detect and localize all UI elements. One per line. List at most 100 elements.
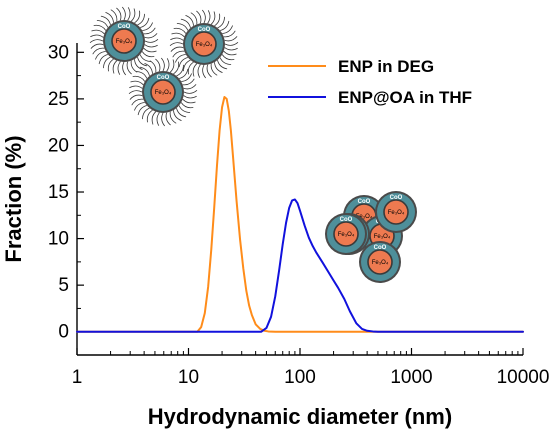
ligand-chain xyxy=(201,9,206,24)
ligand-chain xyxy=(121,6,126,21)
oleic-acid-nanoparticle: CoO Fe₃O₄ xyxy=(89,6,159,76)
ligand-chain xyxy=(134,10,141,24)
core-label: Fe₃O₄ xyxy=(196,42,213,48)
ligand-chain xyxy=(92,47,105,55)
ligand-chain xyxy=(165,112,171,126)
ligand-chain xyxy=(134,102,145,111)
ligand-chain xyxy=(202,64,207,79)
ligand-chain xyxy=(122,61,127,76)
ligand-chain xyxy=(139,54,152,62)
ligand-chain xyxy=(96,20,109,28)
shell-label: CoO xyxy=(390,195,403,201)
ligand-chain xyxy=(176,64,184,77)
ligand-chain xyxy=(210,63,218,76)
ligand-chain xyxy=(160,57,165,72)
legend: ENP in DEG ENP@OA in THF xyxy=(268,57,472,107)
ligand-chain xyxy=(103,56,111,69)
ligand-chain xyxy=(169,111,177,124)
ligand-chain xyxy=(197,64,201,78)
ligand-chain xyxy=(183,84,197,90)
legend-label-enp-oa-thf: ENP@OA in THF xyxy=(338,88,472,107)
ligand-chain xyxy=(178,105,191,113)
ligand-chain xyxy=(173,110,182,121)
ligand-chain xyxy=(90,43,104,49)
ligand-chain xyxy=(98,54,109,65)
ligand-chain xyxy=(176,23,189,31)
ligand-chain xyxy=(221,54,235,61)
ligand-chain xyxy=(224,41,239,46)
ligand-chain xyxy=(142,22,153,31)
core-label: Fe₃O₄ xyxy=(372,260,389,266)
ligand-chain xyxy=(222,25,233,34)
oleic-acid-nanoparticle: CoO Fe₃O₄ xyxy=(169,9,239,79)
ligand-chain xyxy=(129,85,143,89)
ligand-chain xyxy=(130,80,144,86)
legend-label-enp-deg: ENP in DEG xyxy=(338,57,434,76)
core-label: Fe₃O₄ xyxy=(374,234,391,240)
y-tick-label: 0 xyxy=(58,322,69,343)
series-line-1 xyxy=(76,198,524,333)
ligand-chain xyxy=(224,47,238,51)
ligand-chain xyxy=(169,59,175,73)
ligand-chain xyxy=(173,27,187,34)
ligand-chain xyxy=(137,105,148,116)
ligand-chain xyxy=(100,15,111,26)
ligand-chain xyxy=(132,75,146,82)
ligand-chain xyxy=(170,46,184,52)
shell-label: CoO xyxy=(358,199,371,205)
ligand-chain xyxy=(128,90,143,95)
ligand-chain xyxy=(206,64,212,78)
y-tick-label: 5 xyxy=(58,275,69,296)
ligand-chain xyxy=(207,10,211,24)
ligand-chain xyxy=(130,60,138,73)
bare-nanoparticle-cluster-illustration: CoOFe₃O₄CoOFe₃O₄CoOFe₃O₄CoOFe₃O₄CoOFe₃O₄… xyxy=(324,190,418,284)
ligand-chain xyxy=(223,30,236,38)
ligand-chain xyxy=(117,61,121,75)
ligand-chain xyxy=(90,34,104,38)
shell-label: CoO xyxy=(198,27,211,33)
ligand-chain xyxy=(91,29,105,35)
y-tick-label: 25 xyxy=(48,89,69,110)
y-tick-label: 15 xyxy=(48,182,69,203)
ligand-chain xyxy=(144,38,159,43)
ligand-chain xyxy=(112,60,118,74)
y-axis-title: Fraction (%) xyxy=(1,135,26,262)
ligand-chain xyxy=(110,9,118,22)
ligand-chain xyxy=(89,39,104,44)
ligand-chain xyxy=(219,20,230,31)
x-axis-title: Hydrodynamic diameter (nm) xyxy=(148,404,452,429)
ligand-chain xyxy=(173,61,180,75)
ligand-chain xyxy=(169,42,184,47)
ligand-chain xyxy=(131,98,144,106)
ligand-chain xyxy=(144,33,158,39)
ligand-chain xyxy=(144,44,158,48)
shell-label: CoO xyxy=(118,24,131,30)
core-label: Fe₃O₄ xyxy=(155,90,172,96)
ligand-chain xyxy=(180,18,191,29)
ligand-chain xyxy=(137,56,148,67)
ligand-chain xyxy=(214,62,223,73)
ligand-chain xyxy=(142,107,150,120)
ligand-chain xyxy=(175,54,186,63)
ligand-chain xyxy=(151,111,157,125)
ligand-chain xyxy=(95,51,106,60)
y-axis-ticks: 0 5 10 15 20 25 30 xyxy=(48,42,84,343)
x-tick-label: 10000 xyxy=(497,367,550,388)
ligand-chain xyxy=(170,37,184,41)
ligand-chain xyxy=(149,60,157,73)
ligand-chain xyxy=(176,107,187,118)
x-tick-label: 100 xyxy=(284,367,316,388)
ligand-chain xyxy=(171,32,185,38)
ligand-chain xyxy=(196,10,202,24)
ligand-chain xyxy=(137,13,145,26)
ligand-chain xyxy=(182,98,196,104)
ligand-chain xyxy=(210,11,216,25)
ligand-chain xyxy=(129,94,143,100)
ligand-chain xyxy=(183,59,191,72)
ligand-chain xyxy=(116,7,122,21)
series-line-0 xyxy=(76,96,524,333)
